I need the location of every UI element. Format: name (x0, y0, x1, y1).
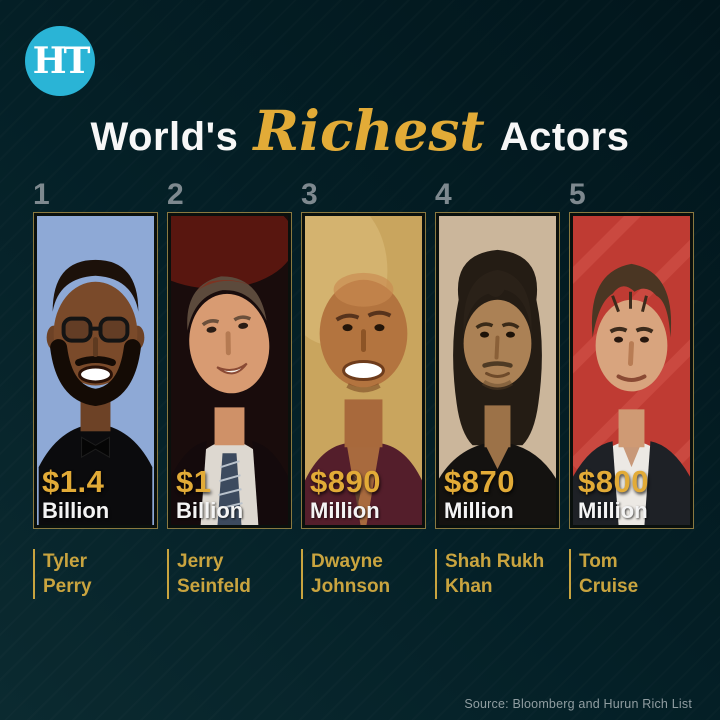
net-worth: $890 Million (310, 466, 381, 523)
actor-name: Tom Cruise (569, 549, 694, 600)
actor-name-line1: Tyler (43, 551, 88, 572)
net-worth-amount: $870 (444, 464, 515, 500)
net-worth: $1.4 Billion (42, 466, 109, 523)
title-prefix: World's (90, 115, 239, 159)
actor-name: Dwayne Johnson (301, 549, 426, 600)
actor-photo (37, 216, 154, 525)
actor-name-line2: Perry (43, 576, 92, 598)
net-worth-amount: $800 (578, 464, 649, 500)
actor-name-line1: Shah Rukh (445, 551, 545, 572)
net-worth-unit: Million (578, 497, 648, 523)
rank-number: 1 (33, 178, 50, 211)
title-highlight: Richest (253, 98, 485, 163)
net-worth-unit: Billion (42, 497, 110, 523)
net-worth-amount: $1 (176, 464, 212, 500)
actor-photo (305, 216, 422, 525)
ht-logo: HT (25, 26, 95, 96)
net-worth-amount: $1.4 (42, 464, 105, 500)
actor-name-line2: Cruise (579, 576, 639, 598)
rank-number: 5 (569, 178, 586, 211)
actor-photo (171, 216, 288, 525)
actor-name: Tyler Perry (33, 549, 158, 600)
title-suffix: Actors (499, 115, 630, 159)
actor-card: $1 Billion (167, 212, 292, 529)
net-worth: $1 Billion (176, 466, 243, 523)
actor-name-line1: Dwayne (311, 551, 383, 572)
actor-name-line2: Johnson (311, 576, 391, 598)
actor-photo (439, 216, 556, 525)
net-worth-unit: Million (444, 497, 514, 523)
actor-card: $890 Million (301, 212, 426, 529)
actor-column: 2 $1 Billion Jerry Seinfeld (167, 178, 292, 600)
actor-name-line1: Jerry (177, 551, 224, 572)
net-worth: $800 Million (578, 466, 649, 523)
actor-name-line1: Tom (579, 551, 618, 572)
rank-number: 3 (301, 178, 318, 211)
net-worth-unit: Million (310, 497, 380, 523)
actor-name-line2: Seinfeld (177, 576, 251, 598)
actor-name: Jerry Seinfeld (167, 549, 292, 600)
source-credit: Source: Bloomberg and Hurun Rich List (464, 697, 692, 711)
actor-column: 1 $1.4 Billion Tyler Perry (33, 178, 158, 600)
actor-card: $870 Million (435, 212, 560, 529)
actors-row: 1 $1.4 Billion Tyler Perry 2 (33, 178, 694, 600)
actor-card: $800 Million (569, 212, 694, 529)
actor-column: 4 $870 Million Shah Rukh Khan (435, 178, 560, 600)
actor-card: $1.4 Billion (33, 212, 158, 529)
actor-column: 5 $800 Million Tom Cruise (569, 178, 694, 600)
actor-column: 3 $890 Million Dwayne Johnson (301, 178, 426, 600)
actor-photo (573, 216, 690, 525)
rank-number: 2 (167, 178, 184, 211)
rank-number: 4 (435, 178, 452, 211)
net-worth-unit: Billion (176, 497, 244, 523)
net-worth-amount: $890 (310, 464, 381, 500)
actor-name: Shah Rukh Khan (435, 549, 560, 600)
ht-logo-text: HT (32, 40, 91, 82)
actor-name-line2: Khan (445, 576, 493, 598)
net-worth: $870 Million (444, 466, 515, 523)
page-title: World's Richest Actors (0, 98, 720, 163)
